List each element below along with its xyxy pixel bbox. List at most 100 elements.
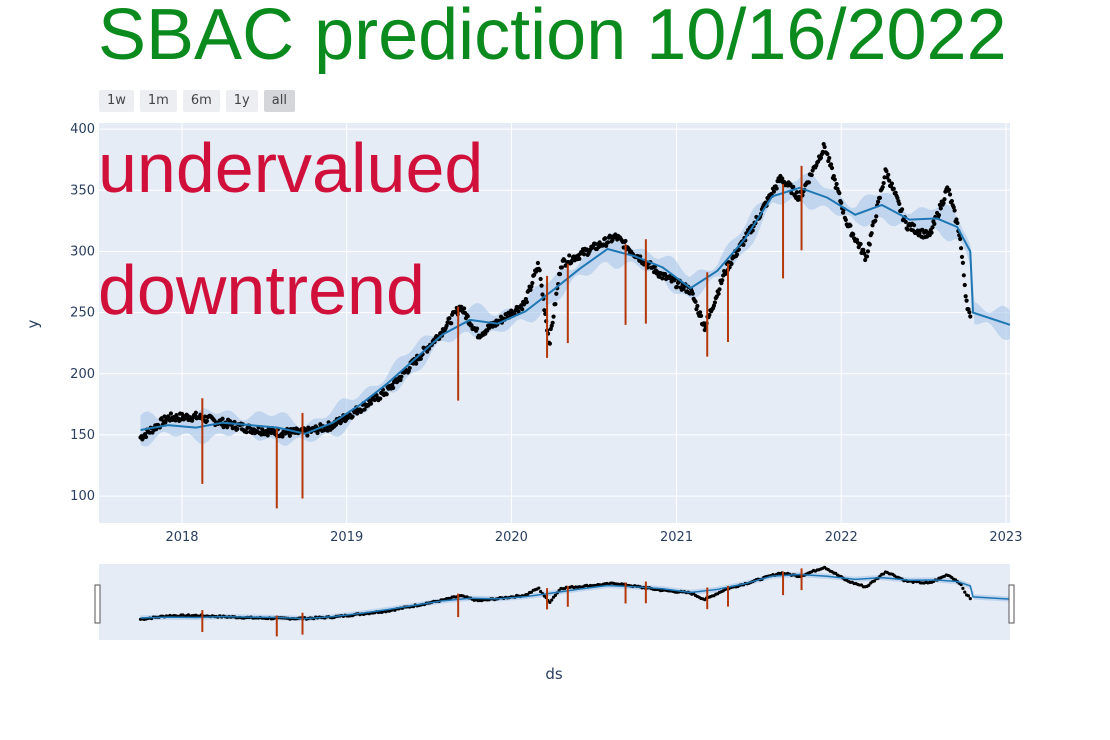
actual-point xyxy=(960,260,966,265)
slider-handle-left[interactable] xyxy=(94,584,101,624)
actual-point xyxy=(537,268,542,273)
actual-point xyxy=(949,198,954,204)
y-tick-label: 100 xyxy=(70,489,95,504)
slider-point xyxy=(537,586,541,590)
actual-point xyxy=(794,190,800,195)
actual-point xyxy=(362,407,367,412)
actual-point xyxy=(712,300,718,305)
actual-point xyxy=(880,184,885,190)
actual-point xyxy=(837,191,842,196)
slider-handle-right[interactable] xyxy=(1008,584,1015,624)
actual-point xyxy=(734,252,740,257)
range-button-1y[interactable]: 1y xyxy=(225,90,258,112)
actual-point xyxy=(865,249,871,254)
actual-point xyxy=(903,219,908,225)
x-tick-label: 2019 xyxy=(330,530,363,545)
y-tick-label: 400 xyxy=(70,122,95,137)
actual-point xyxy=(539,283,544,288)
actual-point xyxy=(530,280,535,286)
x-tick-label: 2018 xyxy=(165,530,198,545)
actual-point xyxy=(548,326,553,332)
actual-point xyxy=(806,180,812,185)
actual-point xyxy=(955,220,960,226)
actual-point xyxy=(864,254,870,259)
actual-point xyxy=(474,326,480,331)
actual-point xyxy=(946,187,952,192)
actual-point xyxy=(895,195,900,201)
actual-point xyxy=(368,401,374,406)
actual-point xyxy=(840,210,846,215)
actual-point xyxy=(520,307,525,312)
actual-point xyxy=(235,426,240,432)
range-button-1w[interactable]: 1w xyxy=(99,90,134,112)
range-button-all[interactable]: all xyxy=(263,90,295,112)
actual-point xyxy=(791,184,796,189)
actual-point xyxy=(899,207,905,212)
actual-point xyxy=(952,208,957,213)
actual-point xyxy=(204,418,209,424)
actual-point xyxy=(605,240,611,245)
actual-point xyxy=(911,223,917,228)
y-tick-label: 300 xyxy=(70,244,95,259)
annotation-undervalued: undervalued xyxy=(98,129,483,207)
actual-point xyxy=(947,192,953,197)
actual-point xyxy=(832,177,837,182)
actual-point xyxy=(877,195,883,200)
actual-point xyxy=(414,361,419,366)
actual-point xyxy=(858,241,863,247)
actual-point xyxy=(958,236,963,242)
range-button-1m[interactable]: 1m xyxy=(139,90,177,112)
actual-point xyxy=(716,291,721,296)
actual-point xyxy=(418,356,423,361)
actual-point xyxy=(720,278,725,283)
annotation-downtrend: downtrend xyxy=(98,251,425,329)
actual-point xyxy=(220,416,225,421)
actual-point xyxy=(305,433,310,438)
actual-point xyxy=(143,434,149,440)
slider-point xyxy=(968,597,972,601)
actual-point xyxy=(553,302,558,307)
actual-point xyxy=(698,313,704,319)
actual-point xyxy=(875,199,881,204)
actual-point xyxy=(557,272,563,277)
actual-point xyxy=(540,292,545,297)
actual-point xyxy=(690,291,695,296)
range-button-6m[interactable]: 6m xyxy=(182,90,220,112)
actual-point xyxy=(886,172,891,177)
actual-point xyxy=(861,247,866,252)
actual-point xyxy=(831,173,836,179)
x-tick-label: 2022 xyxy=(825,530,858,545)
x-tick-label: 2021 xyxy=(660,530,693,545)
actual-point xyxy=(190,418,195,423)
actual-point xyxy=(399,374,404,379)
actual-point xyxy=(538,276,543,282)
actual-point xyxy=(959,254,965,260)
actual-point xyxy=(930,225,935,230)
actual-point xyxy=(774,186,779,191)
actual-point xyxy=(936,212,942,218)
actual-point xyxy=(848,223,853,228)
actual-point xyxy=(550,320,555,325)
actual-point xyxy=(780,176,785,181)
actual-point xyxy=(532,272,537,277)
actual-point xyxy=(551,314,556,319)
actual-point xyxy=(168,411,174,416)
actual-point xyxy=(562,258,567,263)
range-slider[interactable] xyxy=(94,564,1015,640)
actual-point xyxy=(179,411,185,417)
actual-point xyxy=(884,168,889,174)
actual-point xyxy=(444,323,449,328)
slider-point xyxy=(867,583,871,587)
actual-point xyxy=(818,155,824,160)
actual-point xyxy=(863,257,868,263)
actual-point xyxy=(542,308,547,313)
actual-point xyxy=(244,430,249,435)
y-axis-title: y xyxy=(24,319,42,328)
actual-point xyxy=(887,178,892,183)
actual-point xyxy=(559,265,564,270)
y-tick-label: 350 xyxy=(70,183,95,198)
actual-point xyxy=(964,298,969,303)
actual-point xyxy=(603,236,608,241)
actual-point xyxy=(729,261,734,266)
